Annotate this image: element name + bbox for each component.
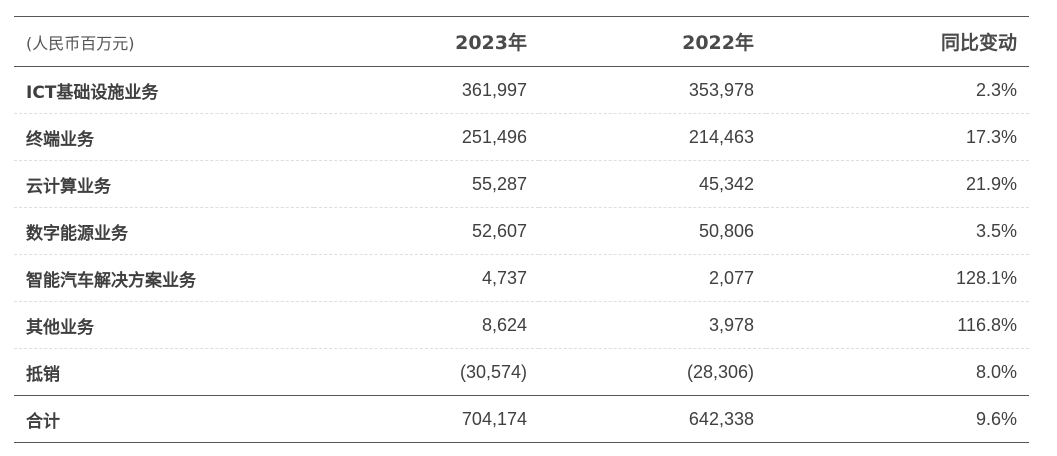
cell-yoy: 21.9%	[965, 173, 1017, 194]
cell-yoy: 3.5%	[975, 220, 1017, 241]
total-yoy: 9.6%	[975, 408, 1017, 429]
cell-yoy: 8.0%	[975, 361, 1017, 382]
cell-2022: 45,342	[698, 173, 754, 194]
revenue-by-business-table: (人民币百万元) 2023年 2022年 同比变动 ICT基础设施业务 361,…	[14, 16, 1029, 443]
header-row: (人民币百万元) 2023年 2022年 同比变动	[14, 16, 1029, 67]
table-row: 云计算业务 55,287 45,342 21.9%	[14, 161, 1029, 208]
table-header: (人民币百万元) 2023年 2022年 同比变动	[14, 16, 1029, 67]
table-row: 其他业务 8,624 3,978 116.8%	[14, 302, 1029, 349]
cell-2022: 214,463	[688, 126, 754, 147]
total-row: 合计 704,174 642,338 9.6%	[14, 395, 1029, 443]
column-header-2023: 2023年	[455, 32, 527, 54]
column-header-yoy-change: 同比变动	[940, 32, 1017, 54]
unit-label: (人民币百万元)	[26, 33, 135, 53]
row-label: 其他业务	[26, 317, 94, 338]
table-row: 终端业务 251,496 214,463 17.3%	[14, 114, 1029, 161]
cell-yoy: 2.3%	[975, 79, 1017, 100]
column-header-2022: 2022年	[682, 32, 754, 54]
cell-2023: 55,287	[471, 173, 527, 194]
cell-2022: 50,806	[698, 220, 754, 241]
row-label: 数字能源业务	[26, 223, 128, 244]
cell-2023: 251,496	[461, 126, 527, 147]
table-row: 智能汽车解决方案业务 4,737 2,077 128.1%	[14, 255, 1029, 302]
cell-yoy: 128.1%	[955, 267, 1017, 288]
cell-2022: 3,978	[708, 314, 754, 335]
cell-2023: 361,997	[461, 79, 527, 100]
table-row: 数字能源业务 52,607 50,806 3.5%	[14, 208, 1029, 255]
total-label: 合计	[26, 411, 60, 432]
row-label: ICT基础设施业务	[26, 82, 159, 103]
cell-2023: 8,624	[481, 314, 527, 335]
table-row: ICT基础设施业务 361,997 353,978 2.3%	[14, 67, 1029, 114]
row-label: 云计算业务	[26, 176, 111, 197]
table-body: ICT基础设施业务 361,997 353,978 2.3% 终端业务 251,…	[14, 67, 1029, 443]
revenue-by-business-table-container: (人民币百万元) 2023年 2022年 同比变动 ICT基础设施业务 361,…	[14, 16, 1029, 443]
cell-2023: 52,607	[471, 220, 527, 241]
cell-2023: 4,737	[481, 267, 527, 288]
cell-yoy: 17.3%	[965, 126, 1017, 147]
cell-2022: 353,978	[688, 79, 754, 100]
row-label: 抵销	[26, 364, 60, 385]
table-row: 抵销 (30,574) (28,306) 8.0%	[14, 349, 1029, 396]
cell-2022: 2,077	[708, 267, 754, 288]
row-label: 智能汽车解决方案业务	[26, 270, 196, 291]
cell-2022: (28,306)	[686, 361, 754, 382]
row-label: 终端业务	[26, 129, 94, 150]
cell-yoy: 116.8%	[957, 314, 1017, 335]
total-2023: 704,174	[461, 408, 527, 429]
total-2022: 642,338	[688, 408, 754, 429]
cell-2023: (30,574)	[459, 361, 527, 382]
